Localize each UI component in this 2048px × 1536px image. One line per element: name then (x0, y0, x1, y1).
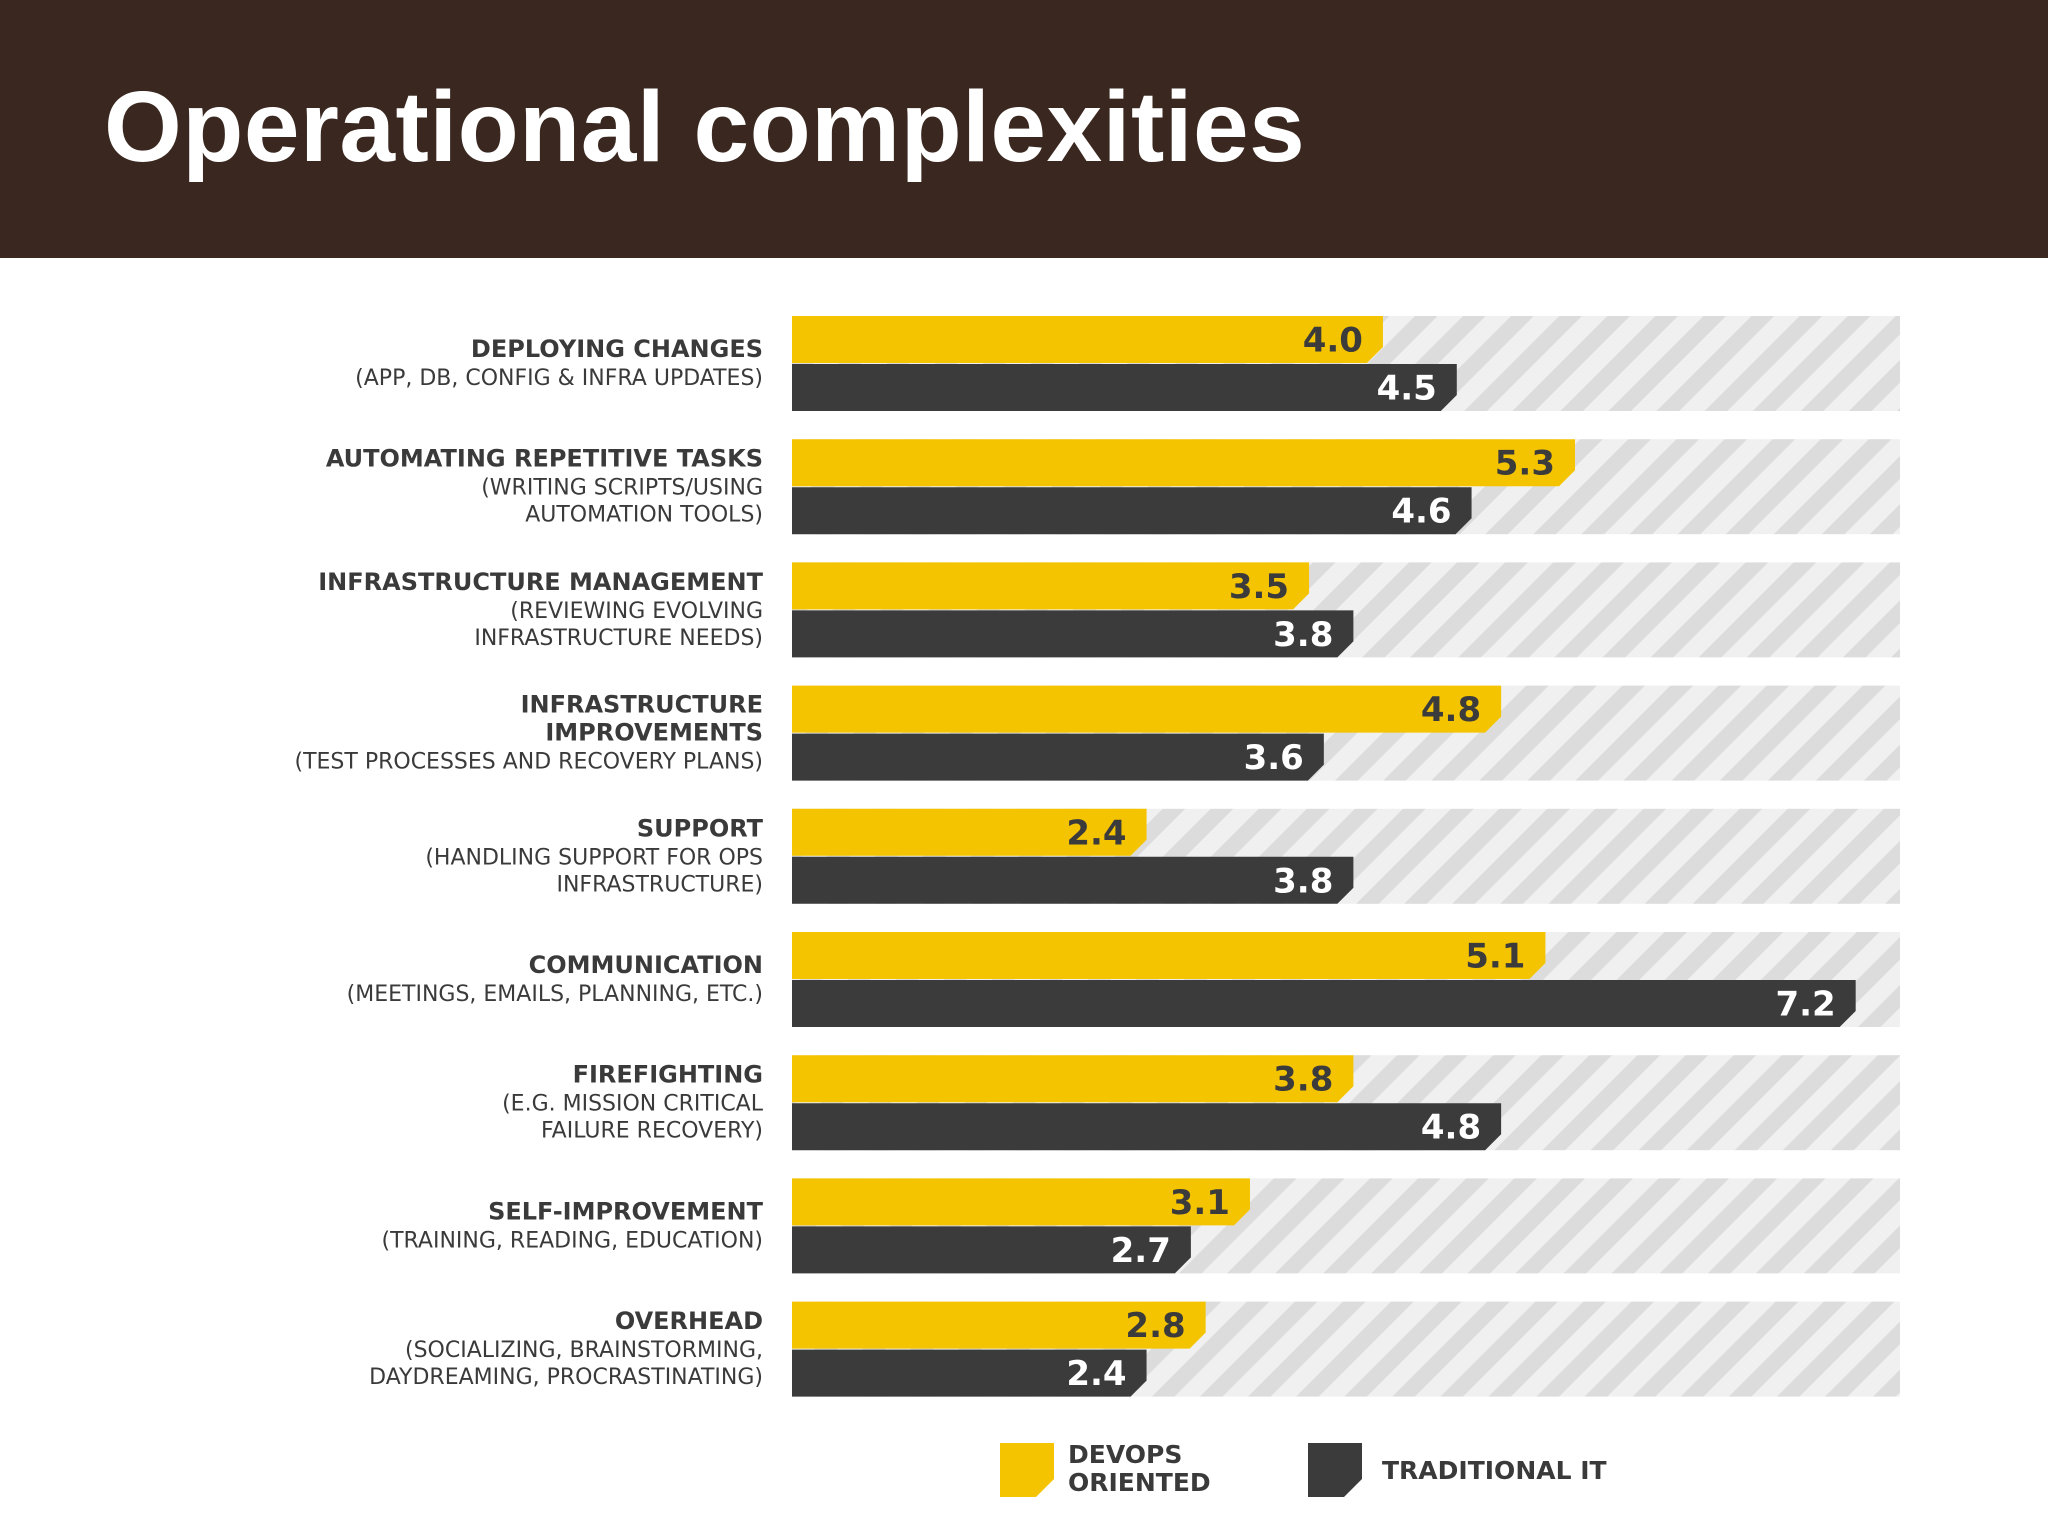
title-banner: Operational complexities (0, 0, 2048, 258)
category-title: INFRASTRUCTURE (521, 691, 763, 719)
category-title: OVERHEAD (615, 1307, 763, 1335)
category-subtitle: (MEETINGS, EMAILS, PLANNING, ETC.) (347, 982, 763, 1007)
bar-devops (792, 1178, 1250, 1226)
category-title: IMPROVEMENTS (545, 719, 763, 747)
bar-traditional (792, 980, 1856, 1027)
category-title: SUPPORT (637, 814, 764, 842)
category-subtitle: (TRAINING, READING, EDUCATION) (382, 1228, 763, 1253)
category-title: SELF-IMPROVEMENT (488, 1197, 764, 1225)
category-subtitle: (WRITING SCRIPTS/USING (481, 476, 763, 501)
category-subtitle: (E.G. MISSION CRITICAL (502, 1092, 764, 1117)
legend-traditional-label: TRADITIONAL IT (1382, 1456, 1607, 1485)
bar-devops (792, 685, 1502, 733)
value-label-devops: 2.8 (1125, 1306, 1185, 1346)
legend-devops-label: ORIENTED (1068, 1468, 1211, 1497)
category-subtitle: INFRASTRUCTURE) (556, 872, 763, 897)
value-label-devops: 4.0 (1303, 321, 1363, 361)
value-label-traditional: 7.2 (1775, 985, 1835, 1025)
legend-traditional-swatch (1308, 1443, 1362, 1497)
category-subtitle: (TEST PROCESSES AND RECOVERY PLANS) (295, 750, 764, 775)
bar-traditional (792, 733, 1324, 781)
value-label-devops: 3.5 (1229, 567, 1289, 607)
value-label-devops: 5.3 (1495, 444, 1555, 484)
bar-traditional (792, 364, 1457, 411)
category-subtitle: DAYDREAMING, PROCRASTINATING) (369, 1365, 763, 1390)
bar-traditional (792, 1349, 1147, 1397)
bar-devops (792, 932, 1546, 979)
bar-devops (792, 1055, 1354, 1103)
bar-traditional (792, 856, 1354, 904)
value-label-traditional: 4.6 (1391, 492, 1451, 532)
bar-traditional (792, 1103, 1502, 1151)
value-label-traditional: 2.4 (1066, 1354, 1126, 1394)
category-subtitle: FAILURE RECOVERY) (541, 1119, 763, 1144)
bar-devops (792, 316, 1383, 363)
category-subtitle: (SOCIALIZING, BRAINSTORMING, (405, 1338, 763, 1363)
bar-devops (792, 562, 1310, 610)
value-label-devops: 2.4 (1066, 813, 1126, 853)
value-label-traditional: 4.5 (1377, 369, 1437, 409)
bar-traditional (792, 610, 1354, 658)
category-title: FIREFIGHTING (573, 1061, 763, 1089)
bar-traditional (792, 1226, 1191, 1274)
category-subtitle: INFRASTRUCTURE NEEDS) (474, 626, 763, 651)
legend-devops-swatch (1000, 1443, 1054, 1497)
value-label-traditional: 3.8 (1273, 615, 1333, 655)
legend-devops-label: DEVOPS (1068, 1440, 1182, 1469)
category-title: COMMUNICATION (529, 951, 763, 979)
category-title: DEPLOYING CHANGES (471, 335, 763, 363)
value-label-traditional: 3.8 (1273, 861, 1333, 901)
value-label-devops: 3.8 (1273, 1060, 1333, 1100)
value-label-devops: 3.1 (1170, 1183, 1230, 1223)
category-subtitle: AUTOMATION TOOLS) (525, 503, 763, 528)
category-title: INFRASTRUCTURE MANAGEMENT (318, 568, 763, 596)
bar-devops (792, 808, 1147, 856)
category-subtitle: (REVIEWING EVOLVING (510, 599, 763, 624)
category-title: AUTOMATING REPETITIVE TASKS (326, 445, 763, 473)
value-label-traditional: 4.8 (1421, 1108, 1481, 1148)
category-subtitle: (HANDLING SUPPORT FOR OPS (425, 845, 763, 870)
legend-traditional: TRADITIONAL IT (1308, 1443, 1607, 1497)
value-label-devops: 4.8 (1421, 690, 1481, 730)
category-subtitle: (APP, DB, CONFIG & INFRA UPDATES) (355, 366, 763, 391)
value-label-traditional: 2.7 (1111, 1231, 1171, 1271)
value-label-devops: 5.1 (1465, 937, 1525, 977)
bar-devops (792, 1301, 1206, 1349)
bar-devops (792, 439, 1575, 487)
bar-traditional (792, 487, 1472, 535)
value-label-traditional: 3.6 (1244, 738, 1304, 778)
page-title: Operational complexities (104, 71, 1306, 183)
